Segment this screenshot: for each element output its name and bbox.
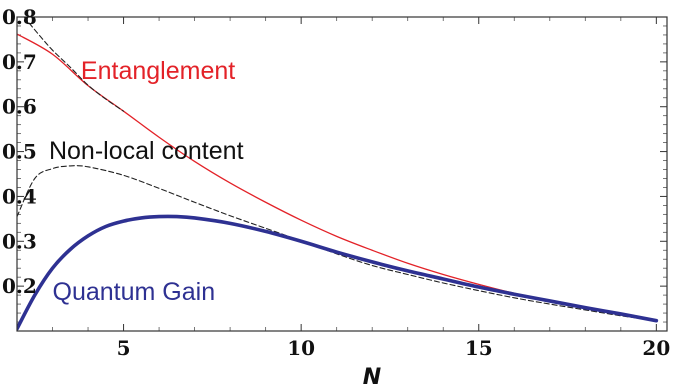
y-tick-label: 0.6 — [2, 95, 37, 119]
axis-ticks — [17, 16, 667, 331]
series-layer — [17, 17, 659, 331]
x-tick-label: 20 — [642, 336, 670, 360]
x-axis-title: N — [363, 365, 381, 389]
x-tick-label: 15 — [465, 336, 493, 360]
x-tick-label: 5 — [117, 336, 131, 360]
series-annotations: Entanglement Non-local content Quantum Gai… — [49, 57, 244, 306]
annotation-entanglement: Entanglement — [81, 57, 235, 85]
y-tick-label: 0.8 — [2, 5, 37, 29]
y-tick-label: 0.2 — [2, 274, 37, 298]
y-tick-label: 0.5 — [2, 140, 37, 164]
series-line-quantum-gain — [17, 214, 659, 331]
tick-labels: 5 10 15 20 0.2 0.3 0.4 0.5 0.6 0.7 0.8 — [2, 5, 670, 360]
annotation-quantum-gain: Quantum Gain — [53, 278, 216, 306]
plot-frame — [16, 16, 668, 332]
y-tick-label: 0.4 — [2, 184, 37, 208]
annotation-non-local-content: Non-local content — [49, 137, 244, 165]
y-tick-label: 0.7 — [2, 50, 37, 74]
series-line-non-local-content-upper-branch — [23, 17, 125, 112]
y-tick-label: 0.3 — [2, 229, 37, 253]
x-tick-label: 10 — [287, 336, 315, 360]
